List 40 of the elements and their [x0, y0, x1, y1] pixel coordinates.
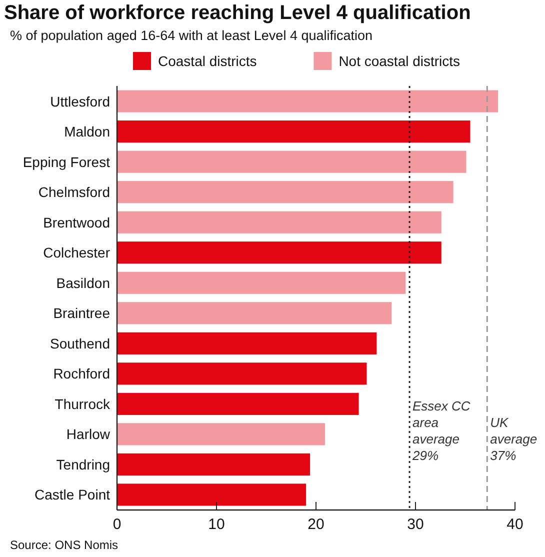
x-tick-label: 0 — [112, 516, 122, 533]
bar — [117, 272, 406, 294]
bar — [117, 211, 442, 234]
bar — [117, 242, 442, 264]
y-tick-label: Chelmsford — [38, 184, 110, 200]
y-tick-label: Rochford — [53, 366, 110, 382]
bar — [117, 392, 359, 415]
bar — [117, 423, 325, 446]
y-tick-label: Southend — [50, 335, 110, 352]
y-tick-label: Thurrock — [54, 396, 111, 412]
y-tick-label: Epping Forest — [22, 154, 110, 170]
bar — [117, 90, 498, 112]
bar — [117, 453, 310, 476]
y-tick-label: Colchester — [43, 244, 110, 261]
x-tick-label: 40 — [506, 516, 524, 533]
chart-title: Share of workforce reaching Level 4 qualification — [4, 2, 471, 24]
y-tick-label: Harlow — [66, 426, 111, 442]
ref-line-label: UK average 37% — [490, 415, 538, 463]
x-tick-label: 30 — [407, 516, 424, 533]
y-tick-label: Uttlesford — [50, 93, 110, 110]
legend-label: Coastal districts — [158, 53, 257, 69]
y-tick-label: Tendring — [56, 456, 110, 472]
bar — [117, 484, 306, 506]
bar — [117, 181, 454, 204]
bar — [117, 362, 367, 385]
bar — [117, 302, 392, 324]
ref-line-label: Essex CC area average 29% — [412, 398, 471, 463]
y-tick-label: Basildon — [56, 274, 110, 291]
x-tick-label: 10 — [208, 516, 225, 533]
bar — [117, 150, 466, 173]
y-tick-label: Maldon — [64, 124, 110, 140]
y-tick-label: Brentwood — [43, 214, 110, 230]
bar — [117, 120, 470, 143]
x-tick-label: 20 — [308, 516, 324, 533]
y-tick-label: Castle Point — [34, 486, 110, 503]
bar — [117, 332, 377, 354]
legend-label: Not coastal districts — [338, 53, 460, 69]
y-tick-label: Braintree — [53, 305, 110, 322]
source-note: Source: ONS Nomis — [10, 538, 118, 552]
chart-subtitle: % of population aged 16-64 with at least Level 4 qualification — [10, 28, 372, 43]
